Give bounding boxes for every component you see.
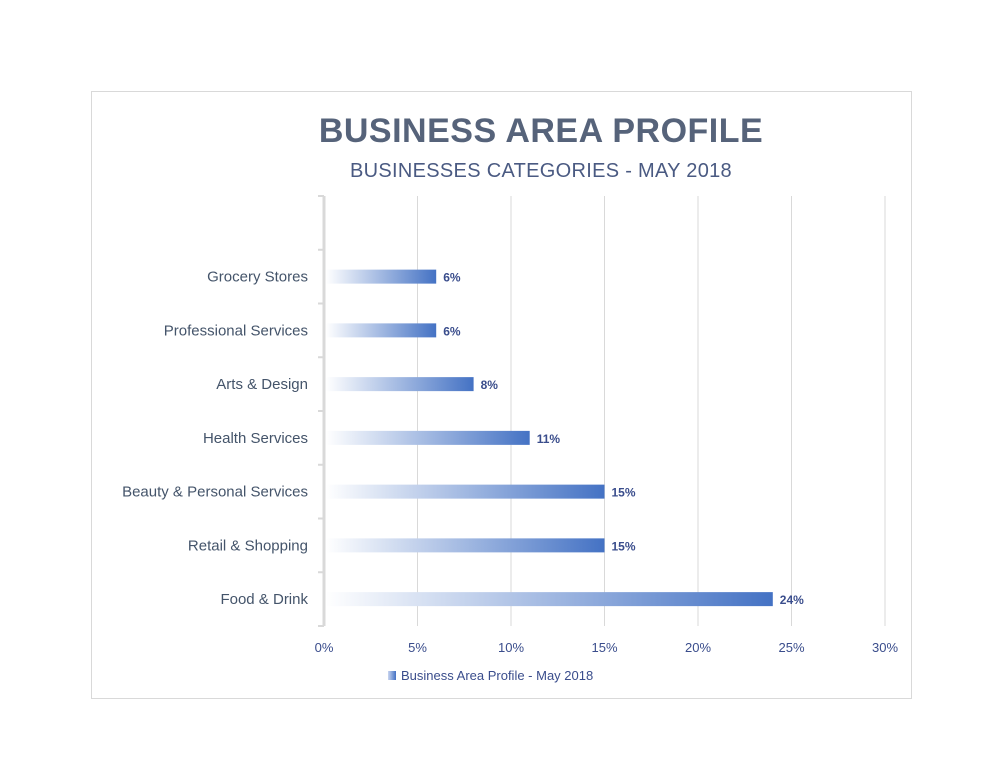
x-tick-label: 25% [778,640,804,655]
data-label: 24% [780,593,804,607]
bar [326,269,437,284]
data-label: 11% [537,432,561,446]
category-label: Food & Drink [220,591,308,608]
data-label: 6% [443,271,461,285]
legend-swatch [388,671,396,680]
category-label: Grocery Stores [207,269,308,286]
bar [326,484,605,499]
x-tick-label: 5% [408,640,427,655]
chart-title: BUSINESS AREA PROFILE [318,112,764,150]
data-label: 15% [612,486,636,500]
category-label: Retail & Shopping [188,537,308,554]
legend-label: Business Area Profile - May 2018 [401,668,594,683]
data-label: 6% [443,324,461,338]
chart-legend: Business Area Profile - May 2018 [388,668,593,683]
category-label: Beauty & Personal Services [122,484,308,501]
data-label: 8% [481,378,499,392]
category-label: Arts & Design [216,376,308,393]
chart-subtitle: BUSINESSES CATEGORIES - MAY 2018 [350,160,732,182]
x-tick-label: 10% [498,640,524,655]
bar [326,430,530,445]
x-tick-label: 20% [685,640,711,655]
category-label: Health Services [203,430,308,447]
x-tick-label: 30% [872,640,898,655]
data-label: 15% [612,539,636,553]
bar [326,323,437,338]
bar [326,592,773,607]
x-tick-label: 0% [315,640,334,655]
x-tick-label: 15% [591,640,617,655]
bar [326,377,474,392]
bar [326,538,605,553]
category-label: Professional Services [164,322,308,339]
